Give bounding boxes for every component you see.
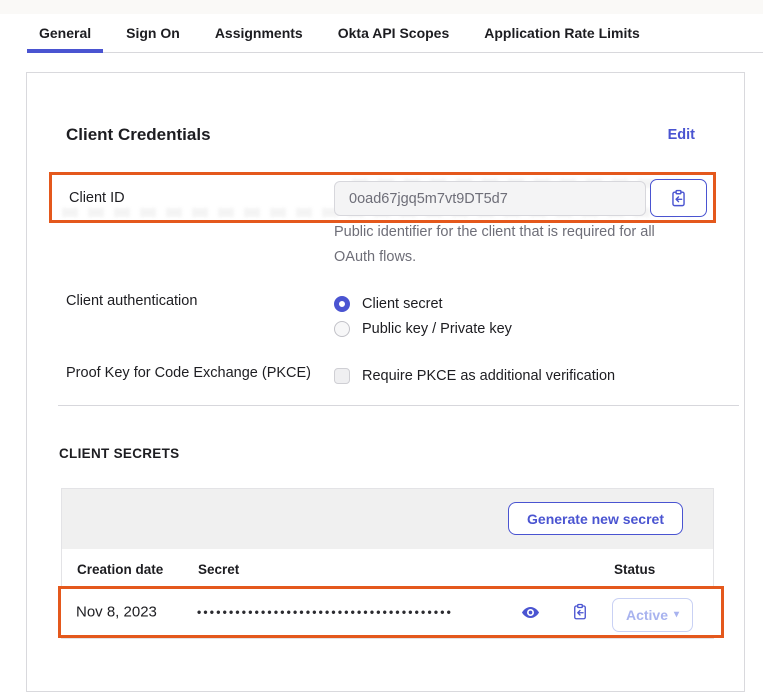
annotation-box-client-id: Client ID — [49, 172, 716, 223]
checkbox-option-label: Require PKCE as additional verification — [362, 367, 616, 384]
clipboard-paste-icon — [571, 603, 589, 621]
client-secrets-title: CLIENT SECRETS — [59, 446, 180, 461]
radio-unselected-icon[interactable] — [334, 320, 350, 337]
clipboard-paste-icon — [669, 189, 688, 208]
column-header-secret: Secret — [198, 562, 240, 577]
copy-client-id-button[interactable] — [650, 179, 707, 217]
generate-new-secret-button[interactable]: Generate new secret — [508, 502, 683, 535]
section-divider — [58, 405, 739, 406]
column-header-creation-date: Creation date — [77, 562, 164, 577]
annotation-box-secret-row: Nov 8, 2023 ••••••••••••••••••••••••••••… — [58, 586, 724, 638]
tab-general[interactable]: General — [27, 14, 104, 53]
edit-link[interactable]: Edit — [667, 127, 695, 143]
client-id-label: Client ID — [69, 189, 125, 206]
checkbox-unchecked-icon[interactable] — [334, 367, 350, 384]
client-credentials-title: Client Credentials — [66, 125, 211, 144]
radio-selected-icon[interactable] — [334, 295, 350, 312]
secret-status-dropdown[interactable]: Active ▾ — [612, 598, 693, 632]
radio-option-label: Public key / Private key — [362, 320, 512, 337]
tab-application-rate-limits[interactable]: Application Rate Limits — [484, 25, 640, 41]
masked-secret-value: •••••••••••••••••••••••••••••••••••••••• — [197, 605, 454, 619]
column-header-status: Status — [614, 562, 656, 577]
caret-down-icon: ▾ — [674, 609, 680, 620]
radio-option-client-secret[interactable]: Client secret — [334, 291, 512, 316]
table-header-row: Creation date Secret Status — [62, 549, 713, 589]
reveal-secret-button[interactable] — [519, 601, 541, 623]
copy-secret-button[interactable] — [569, 601, 591, 623]
client-authentication-options: Client secret Public key / Private key — [334, 291, 512, 341]
client-authentication-label: Client authentication — [66, 293, 198, 309]
app-tab-bar: General Sign On Assignments Okta API Sco… — [27, 14, 763, 53]
tab-sign-on[interactable]: Sign On — [126, 25, 180, 41]
client-id-help-text: Public identifier for the client that is… — [334, 224, 655, 265]
secret-creation-date: Nov 8, 2023 — [76, 603, 157, 621]
eye-icon — [521, 603, 540, 622]
status-label: Active — [625, 607, 668, 623]
tab-assignments[interactable]: Assignments — [214, 25, 303, 41]
radio-option-label: Client secret — [362, 295, 443, 312]
page-top-strip — [0, 0, 763, 14]
pkce-option: Require PKCE as additional verification — [334, 363, 615, 388]
table-toolbar: Generate new secret — [62, 489, 713, 549]
checkbox-option-require-pkce[interactable]: Require PKCE as additional verification — [334, 363, 615, 388]
general-settings-card: Client Credentials Edit Client ID Public… — [26, 72, 745, 692]
client-secrets-table: Generate new secret Creation date Secret… — [61, 488, 714, 639]
tab-okta-api-scopes[interactable]: Okta API Scopes — [337, 25, 450, 41]
client-id-input[interactable] — [334, 181, 646, 216]
pkce-label: Proof Key for Code Exchange (PKCE) — [66, 365, 312, 381]
radio-option-public-private-key[interactable]: Public key / Private key — [334, 316, 512, 341]
